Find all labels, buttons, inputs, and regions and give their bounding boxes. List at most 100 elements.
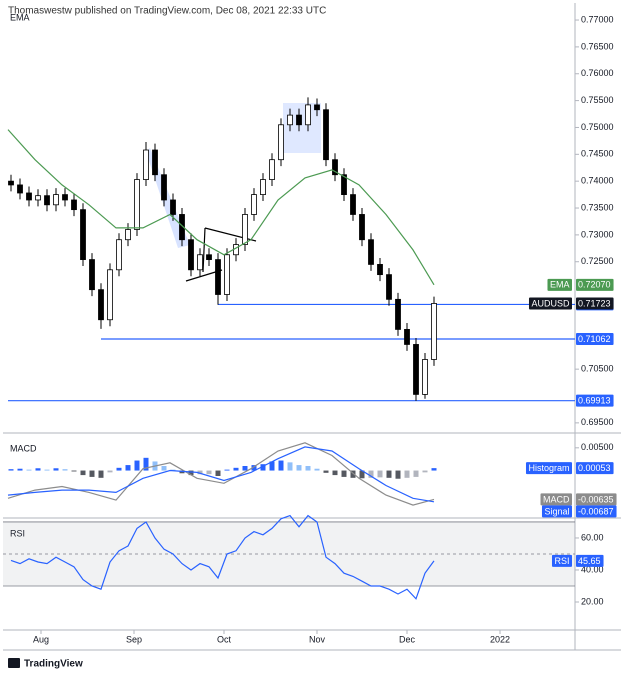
candle-body [80,209,86,260]
symbol-label: AUDUSD [531,298,570,308]
candle-body [260,179,266,195]
candle-body [431,303,437,360]
histogram-bar [161,466,167,471]
candle-body [125,229,131,241]
x-tick-label: Nov [309,634,326,644]
series-value-label: 45.65 [578,556,601,566]
level-label: 0.71062 [578,334,611,344]
candle-body [377,264,383,276]
y-tick-label: 40.00 [581,564,604,574]
macd-line [7,446,435,503]
ema-value-label-box [576,278,614,291]
x-tick-label: Sep [126,634,142,644]
histogram-bar [35,468,41,471]
histogram-bar [305,466,311,471]
candle-body [35,195,41,201]
last-price-label: 0.71723 [578,298,611,308]
y-tick-label: 20.00 [581,596,604,606]
footer: TradingView [8,658,83,670]
histogram-bar [251,465,257,471]
y-tick-label: 0.74000 [581,176,614,186]
candle-body [314,104,320,111]
histogram-bar [386,470,392,478]
histogram-bar [323,470,329,473]
y-tick-label: 60.00 [581,532,604,542]
level-label-box [576,332,614,345]
histogram-bar [395,470,401,479]
series-name-label: MACD [543,494,570,504]
y-tick-label: 0.75000 [581,122,614,132]
histogram-bar [413,470,419,477]
histogram-bar [116,467,122,471]
candle-body [368,239,374,265]
x-tick-label: Oct [217,634,232,644]
x-tick-label: 2022 [490,634,510,644]
candle-body [26,192,32,201]
histogram-bar [8,469,14,471]
histogram-bar [71,470,77,472]
y-tick-label: 0.76500 [581,41,614,51]
y-tick-label: 0.73500 [581,202,614,212]
histogram-bar [107,470,113,473]
series-value-label-box [576,554,604,567]
histogram-bar [224,469,230,471]
trendline [202,227,206,273]
series-name-label: Histogram [528,463,569,473]
series-value-label-box [576,462,614,475]
histogram-bar [62,469,68,471]
level-label-box [576,394,614,407]
histogram-bar [332,470,338,476]
histogram-bar [188,470,194,476]
y-tick-label: 0.77000 [581,14,614,24]
histogram-bar [278,460,284,471]
histogram-bar [242,466,248,471]
candle-body [143,149,149,180]
candle-body [350,194,356,215]
candle-body [89,259,95,291]
histogram-bar [233,467,239,471]
candle-body [269,159,275,180]
candle-body [116,239,122,271]
candle-body [296,114,302,126]
series-name-label-box [540,493,572,506]
histogram-bar [368,470,374,478]
candle-body [395,298,401,330]
histogram-bar [89,470,95,477]
histogram-bar [206,470,212,475]
candle-body [134,179,140,230]
ema-name-label: EMA [550,280,570,290]
histogram-bar [143,457,149,471]
indicator-label: MACD [10,443,37,453]
logo [8,658,20,668]
candle-body [251,194,257,215]
ema-name-label-box [547,278,572,291]
series-value-label-box [576,505,617,518]
histogram-bar [125,465,131,471]
histogram-bar [269,461,275,471]
candle-body [62,194,68,201]
header-title: Thomaswestw published on TradingView.com… [8,6,326,17]
series-name-label: RSI [554,556,569,566]
series-value-label: 0.00053 [578,463,611,473]
series-name-label: Signal [544,506,569,516]
candle-body [197,254,203,271]
candle-body [161,174,167,201]
candle-body [242,214,248,245]
y-tick-label: 0.72500 [581,256,614,266]
candle-body [179,214,185,241]
candle-body [413,344,419,395]
candle-body [53,194,59,206]
histogram-bar [17,468,23,471]
histogram-bar [197,470,203,475]
histogram-bar [260,464,266,471]
series-value-label-box [576,493,617,506]
histogram-bar [431,468,437,471]
indicator-label: RSI [10,528,25,538]
symbol-label-box [528,297,572,310]
histogram-bar [215,470,221,476]
y-tick-label: 0.74500 [581,149,614,159]
histogram-bar [359,470,365,479]
candle-body [278,124,284,161]
candle-body [107,269,113,321]
